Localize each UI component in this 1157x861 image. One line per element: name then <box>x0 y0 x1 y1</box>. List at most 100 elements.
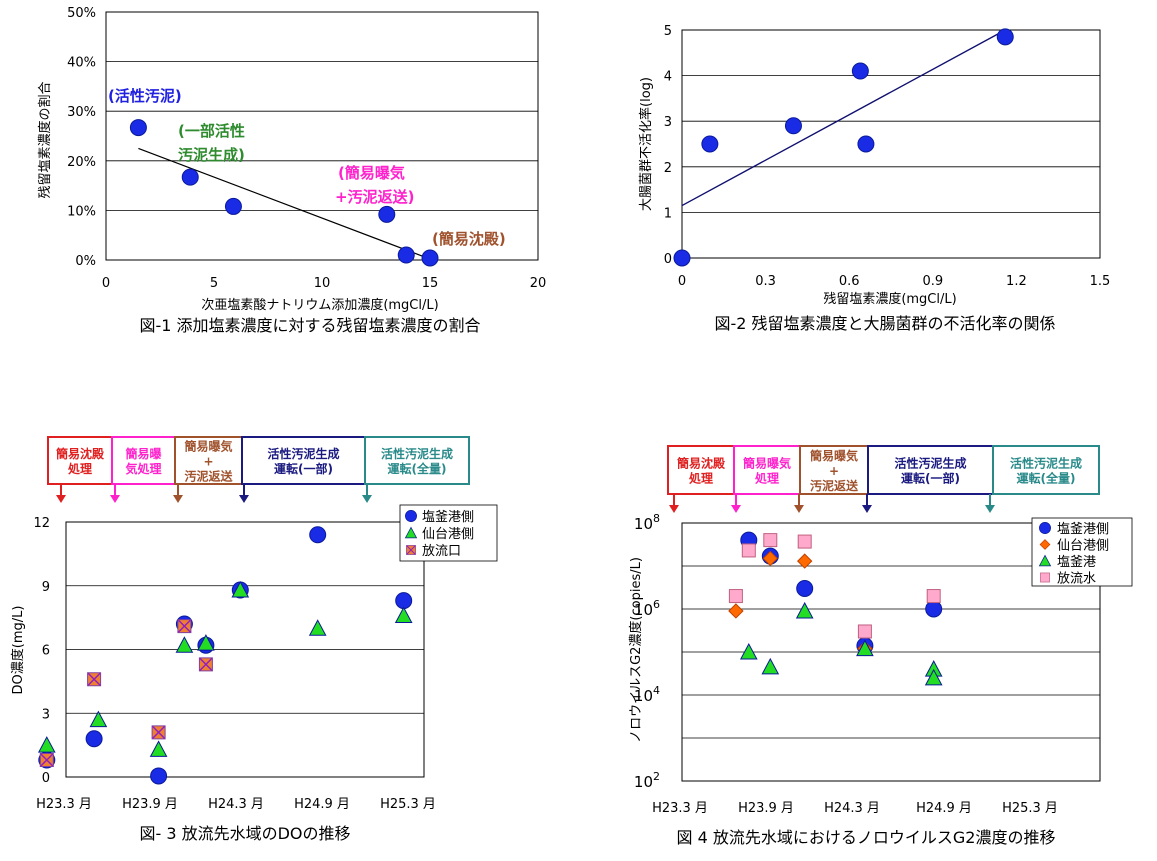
chart-3-phase-arrowhead <box>56 495 66 503</box>
chart-3-phase-label: + <box>203 455 213 469</box>
chart-4-point <box>739 642 758 660</box>
chart-3-legend-marker <box>404 526 418 539</box>
annotation-simple-aeration-1: (簡易曝気 <box>338 164 405 182</box>
chart-4-point <box>925 600 943 618</box>
chart-4-ytick: 104 <box>634 684 660 705</box>
chart-4-ytick: 106 <box>634 598 660 619</box>
chart-4-ylabel: ノロウイルスG2濃度(copies/L) <box>628 557 644 743</box>
chart-3: 簡易沈殿処理簡易曝気処理簡易曝気+汚泥返送活性汚泥生成運転(一部)活性汚泥生成運… <box>10 436 498 843</box>
chart-4-legend-marker <box>1040 572 1050 583</box>
chart-3-phase-box <box>364 436 470 485</box>
chart-3-point <box>231 580 250 598</box>
chart-4-phase-label: 処理 <box>688 471 713 486</box>
chart-4-ytick: 108 <box>634 512 660 533</box>
chart-3-xtick: H23.3 月 <box>36 797 92 812</box>
chart-3-point-cross <box>152 725 166 739</box>
chart-3-ytick: 6 <box>42 644 50 659</box>
chart-3-point <box>150 767 168 785</box>
chart-1-ytick: 0% <box>75 254 96 269</box>
chart-2-ytick: 2 <box>664 161 672 176</box>
chart-2-xtick: 0.9 <box>922 274 943 289</box>
chart-3-ytick: 12 <box>33 516 50 531</box>
annotation-partial-2: 汚泥生成) <box>178 146 245 164</box>
chart-3-xtick: H24.9 月 <box>294 797 350 812</box>
chart-3-point-cross <box>40 753 54 767</box>
chart-4-phase-arrowhead <box>669 505 679 513</box>
chart-3-point-cross <box>177 619 191 633</box>
chart-3-point-cross <box>199 657 213 671</box>
chart-1-point <box>224 197 242 215</box>
chart-4-point <box>763 533 778 548</box>
chart-4-caption: 図 4 放流先水域におけるノロウイルスG2濃度の推移 <box>677 828 1056 847</box>
chart-1-point <box>378 205 396 223</box>
chart-3-ylabel: DO濃度(mg/L) <box>10 606 26 695</box>
chart-4-point <box>857 624 872 639</box>
chart-2-xtick: 1.5 <box>1090 274 1111 289</box>
chart-3-legend-label: 仙台港側 <box>422 527 474 542</box>
chart-4-legend-marker <box>1039 522 1051 534</box>
chart-3-point <box>87 672 102 687</box>
chart-4-point <box>797 534 812 549</box>
chart-4-phase-arrowhead <box>985 505 995 513</box>
chart-4-legend-label: 塩釜港 <box>1057 555 1096 570</box>
chart-4-phase-box <box>867 445 994 495</box>
chart-3-point <box>175 636 194 653</box>
chart-2-xtick: 0 <box>678 274 686 289</box>
chart-3-point <box>394 606 413 623</box>
chart-3-phase-arrowhead <box>239 495 249 503</box>
chart-1-xtick: 20 <box>530 276 547 291</box>
chart-4-phase-arrowhead <box>862 505 872 513</box>
chart-4-point <box>728 603 744 619</box>
annotation-simple-aeration-2: +汚泥返送) <box>335 188 414 206</box>
chart-3-point <box>198 657 213 672</box>
chart-1-point <box>181 168 199 186</box>
chart-2-point <box>996 28 1014 46</box>
chart-3-phase-label: 汚泥返送 <box>184 469 233 484</box>
chart-2-xtick: 0.6 <box>839 274 860 289</box>
chart-3-xtick: H24.3 月 <box>208 797 264 812</box>
chart-3-phase-box <box>174 436 243 485</box>
chart-4-ytick: 102 <box>634 770 660 791</box>
chart-4-point <box>796 553 813 569</box>
chart-1-ytick: 40% <box>67 56 96 71</box>
chart-1-trendline <box>138 147 431 260</box>
chart-4-point <box>761 657 780 675</box>
chart-3-ytick: 9 <box>42 580 50 595</box>
chart-1-point <box>397 246 415 264</box>
chart-4-legend-label: 放流水 <box>1057 572 1096 587</box>
chart-4-phase-label: 活性汚泥生成 <box>1010 456 1082 471</box>
chart-3-legend-marker <box>405 510 417 522</box>
chart-2-ytick: 3 <box>664 115 672 130</box>
chart-3-caption: 図- 3 放流先水域のDOの推移 <box>139 824 350 843</box>
chart-4-phase-arrowhead <box>794 505 804 513</box>
chart-3-point <box>308 619 327 636</box>
chart-2-ylabel: 大腸菌群不活化率(log) <box>638 77 654 211</box>
chart-4-phase-label: 汚泥返送 <box>810 478 859 493</box>
chart-4-point <box>796 579 814 597</box>
chart-4-phase-label: 活性汚泥生成 <box>894 456 966 471</box>
chart-3-phase-label: 処理 <box>67 461 92 476</box>
chart-1: 0% 10% 20% 30% 40% 50% 0 5 10 15 20 次亜塩素酸ナトリウム添加濃度… <box>37 6 546 335</box>
chart-1-xtick: 10 <box>314 276 331 291</box>
chart-4-phase-box <box>733 445 801 495</box>
chart-4-xtick: H25.3 月 <box>1002 801 1058 816</box>
chart-2-xtick: 0.3 <box>755 274 776 289</box>
chart-1-ytick: 30% <box>67 105 96 120</box>
chart-4-phase-box <box>992 445 1100 495</box>
chart-4-point <box>762 550 779 567</box>
chart-2-plot-area <box>681 29 1101 259</box>
chart-4-point <box>795 601 814 619</box>
chart-3-phase-label: 活性汚泥生成 <box>381 446 453 461</box>
chart-3-phase-label: 簡易曝気 <box>184 439 232 454</box>
chart-3-phase-box <box>111 436 176 485</box>
chart-2-ytick: 5 <box>664 24 672 39</box>
chart-3-phase-label: 運転(全量) <box>388 461 447 476</box>
chart-4-xtick: H23.9 月 <box>738 801 794 816</box>
chart-2-xtick: 1.2 <box>1006 274 1027 289</box>
chart-3-phase-label: 簡易沈殿 <box>56 446 105 461</box>
chart-1-xtick: 0 <box>102 276 110 291</box>
chart-3-xtick: H25.3 月 <box>380 797 436 812</box>
chart-3-phase-arrowhead <box>173 495 183 503</box>
chart-4-phase-label: + <box>829 464 839 478</box>
chart-3-phase-label: 活性汚泥生成 <box>267 446 339 461</box>
